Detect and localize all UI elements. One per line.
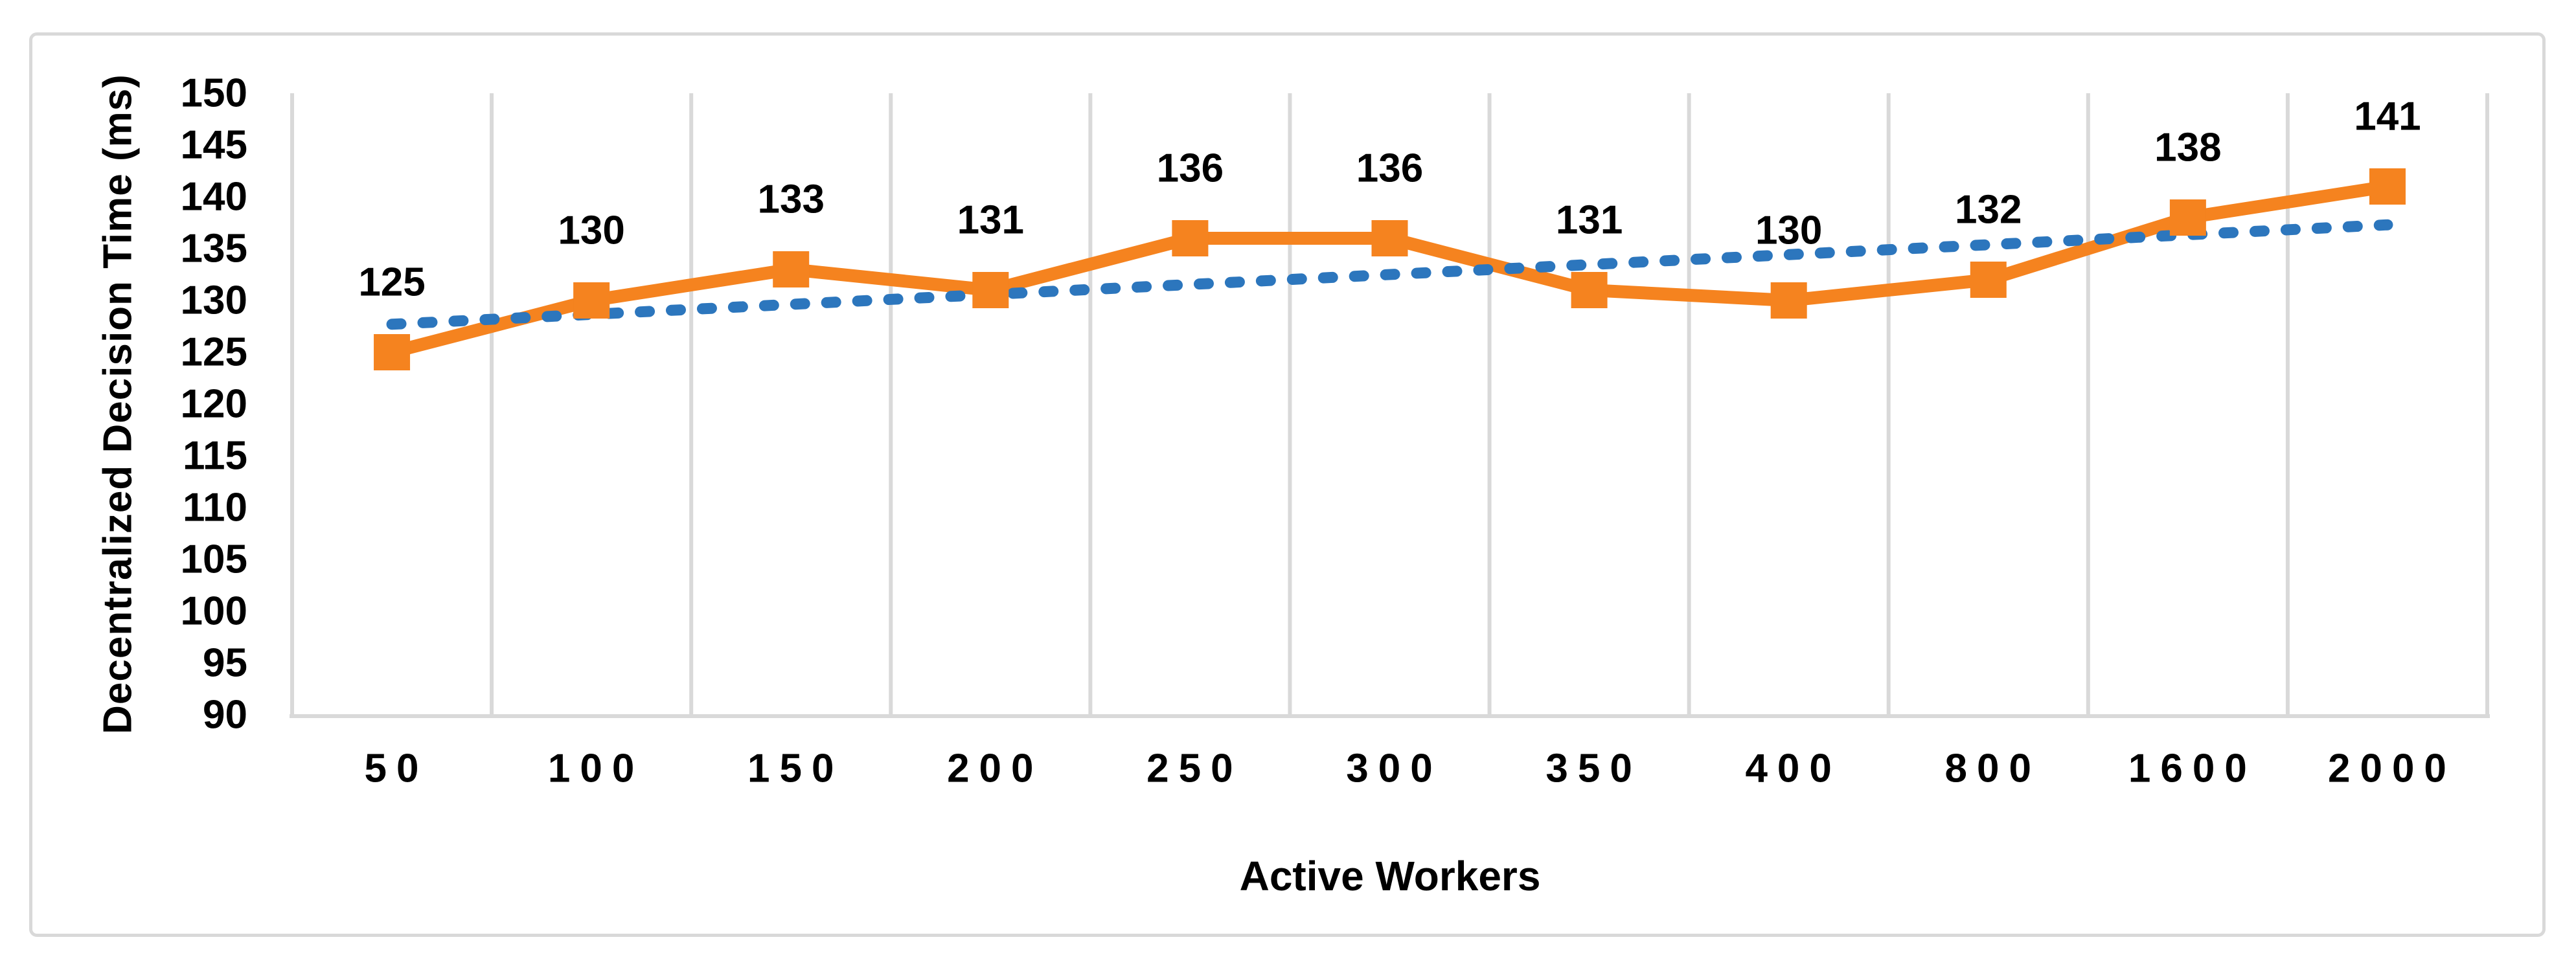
data-label: 136 <box>1157 146 1224 191</box>
x-tick-label: 350 <box>1545 747 1641 791</box>
series-marker <box>1970 262 2007 298</box>
y-tick-label: 130 <box>181 278 247 323</box>
series-marker <box>972 272 1009 308</box>
series-marker <box>573 282 610 319</box>
data-label: 131 <box>957 198 1024 243</box>
data-label: 132 <box>1955 188 2022 232</box>
data-label: 130 <box>1755 208 1822 253</box>
x-tick-label: 200 <box>947 747 1043 791</box>
data-label: 141 <box>2354 95 2421 139</box>
y-tick-label: 100 <box>181 589 247 634</box>
x-tick-label: 2000 <box>2328 747 2456 791</box>
data-label: 138 <box>2154 126 2221 170</box>
series-marker <box>2369 168 2406 205</box>
x-tick-label: 800 <box>1945 747 2041 791</box>
x-tick-label: 400 <box>1745 747 1841 791</box>
y-axis-title: Decentralized Decision Time (ms) <box>95 74 141 734</box>
x-tick-label: 1600 <box>2128 747 2257 791</box>
data-label: 133 <box>758 177 825 222</box>
y-tick-label: 125 <box>181 330 247 375</box>
y-tick-label: 115 <box>183 434 247 478</box>
x-tick-label: 300 <box>1346 747 1442 791</box>
series-marker <box>1172 220 1209 256</box>
data-label: 130 <box>558 208 624 253</box>
series-marker <box>2169 199 2206 236</box>
x-tick-label: 250 <box>1146 747 1242 791</box>
chart-frame <box>29 32 2546 937</box>
data-label: 131 <box>1556 198 1623 243</box>
y-tick-label: 140 <box>181 175 247 219</box>
y-tick-label: 145 <box>181 123 247 168</box>
trendline <box>386 219 2393 330</box>
y-tick-label: 105 <box>181 537 247 582</box>
y-tick-label: 135 <box>181 227 247 271</box>
x-tick-label: 50 <box>365 747 429 791</box>
series-marker <box>1770 282 1807 319</box>
series-marker <box>1571 272 1608 308</box>
series-marker <box>1371 220 1408 256</box>
data-label: 125 <box>358 260 425 305</box>
x-tick-label: 150 <box>747 747 843 791</box>
y-tick-label: 150 <box>181 71 247 116</box>
y-tick-label: 120 <box>181 382 247 427</box>
y-tick-label: 110 <box>183 486 247 530</box>
series-marker <box>374 334 411 370</box>
x-axis-title: Active Workers <box>1239 853 1541 899</box>
series-marker <box>773 251 810 287</box>
y-tick-label: 95 <box>203 641 247 686</box>
data-label: 136 <box>1356 146 1423 191</box>
x-tick-label: 100 <box>548 747 644 791</box>
y-tick-label: 90 <box>203 693 247 737</box>
